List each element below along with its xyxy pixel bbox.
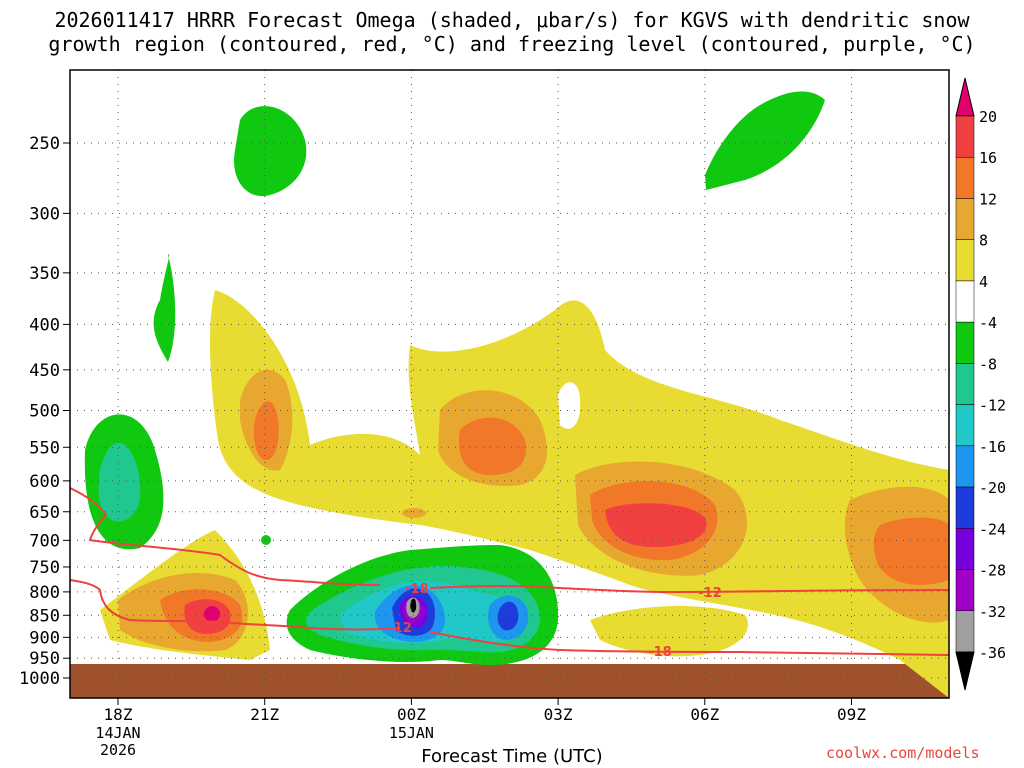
credit-text: coolwx.com/models (826, 744, 980, 762)
ytick-label-350: 350 (29, 264, 60, 284)
ytick-label-600: 600 (29, 472, 60, 492)
colorbar-label-6: -8 (979, 355, 997, 373)
ytick-label-950: 950 (29, 649, 60, 669)
colorbar-swatch-8 (955, 445, 975, 488)
ground-surface (70, 664, 949, 698)
ascent-darkblue-right (497, 601, 519, 631)
ytick-label-1000: 1000 (19, 669, 60, 689)
xtick-sublabel-0-0: 14JAN (95, 724, 140, 742)
y-axis: 2503003504004505005506006507007508008509… (19, 134, 70, 689)
ytick-label-450: 450 (29, 361, 60, 381)
contour-label-0: -18 (405, 582, 429, 597)
contour-label-2: -18 (648, 645, 672, 660)
ytick-label-300: 300 (29, 204, 60, 224)
colorbar-label-12: -32 (979, 603, 1006, 621)
colorbar-label-8: -16 (979, 438, 1006, 456)
xtick-label-2: 00Z (397, 705, 426, 724)
ytick-label-750: 750 (29, 558, 60, 578)
xtick-sublabel-0-1: 2026 (100, 741, 136, 759)
xtick-label-0: 18Z (104, 705, 133, 724)
plot-frame (69, 69, 950, 699)
colorbar-swatch-4 (955, 280, 975, 323)
colorbar-label-3: 8 (979, 232, 988, 250)
xtick-label-1: 21Z (250, 705, 279, 724)
upper-green-right (705, 91, 825, 190)
colorbar-label-13: -36 (979, 644, 1006, 662)
xtick-label-3: 03Z (544, 705, 573, 724)
xtick-sublabel-2-0: 15JAN (389, 724, 434, 742)
colorbar: 20 16 12 8 4 -4 -8 -12 -16 -20 -24 -28 -32 -36 (955, 77, 1006, 691)
colorbar-label-7: -12 (979, 397, 1006, 415)
colorbar-label-1: 16 (979, 149, 997, 167)
omega-shading (70, 91, 949, 698)
ytick-label-500: 500 (29, 402, 60, 422)
colorbar-label-4: 4 (979, 273, 988, 291)
ascent-black (410, 598, 417, 613)
ytick-label-700: 700 (29, 531, 60, 551)
xtick-label-4: 06Z (690, 705, 719, 724)
contour-minus18-left (70, 487, 381, 586)
red-core-1 (605, 503, 707, 548)
orange-core-4 (873, 517, 949, 585)
colorbar-swatch-10 (955, 528, 975, 570)
chart-title-line2: growth region (contoured, red, °C) and f… (48, 32, 976, 56)
ytick-label-800: 800 (29, 583, 60, 603)
left-teal-core (98, 442, 141, 522)
colorbar-label-10: -24 (979, 520, 1006, 538)
orange-core-2 (458, 417, 526, 475)
contour-minus12-right (429, 631, 949, 656)
colorbar-top-triangle (955, 77, 975, 117)
mid-green-streak (153, 254, 176, 362)
ytick-label-650: 650 (29, 503, 60, 523)
colorbar-label-9: -20 (979, 479, 1006, 497)
contour-label-3: -12 (388, 621, 412, 636)
colorbar-swatch-3 (955, 239, 975, 282)
colorbar-swatch-9 (955, 486, 975, 529)
upper-green-left (234, 106, 307, 197)
colorbar-swatch-11 (955, 569, 975, 612)
colorbar-swatch-12 (955, 610, 975, 653)
contour-minus12-left (70, 579, 401, 631)
colorbar-label-0: 20 (979, 108, 997, 126)
chart-title-line1: 2026011417 HRRR Forecast Omega (shaded, … (54, 8, 970, 32)
contour-lines (70, 487, 949, 656)
magenta-core (204, 606, 220, 622)
colorbar-swatch-7 (955, 404, 975, 447)
ytick-label-850: 850 (29, 606, 60, 626)
colorbar-swatch-5 (955, 321, 975, 364)
xtick-label-5: 09Z (837, 705, 866, 724)
colorbar-swatch-2 (955, 198, 975, 240)
contour-minus18-right (429, 585, 949, 594)
ytick-label-400: 400 (29, 315, 60, 335)
orange-core-1 (253, 401, 279, 461)
orange-dot (402, 508, 426, 518)
colorbar-label-5: -4 (979, 314, 997, 332)
colorbar-bottom-triangle (955, 651, 975, 691)
colorbar-swatch-1 (955, 156, 975, 199)
ytick-label-250: 250 (29, 134, 60, 154)
contour-labels: -18 -12 -18 -12 (388, 582, 722, 660)
white-hole (558, 382, 581, 429)
yellow-tail-right (590, 605, 748, 657)
colorbar-swatch-6 (955, 363, 975, 405)
contour-label-1: -12 (698, 586, 722, 601)
ytick-label-900: 900 (29, 628, 60, 648)
colorbar-label-2: 12 (979, 190, 997, 208)
ytick-label-550: 550 (29, 438, 60, 458)
colorbar-swatch-0 (955, 115, 975, 158)
x-axis-label: Forecast Time (UTC) (421, 746, 603, 767)
colorbar-label-11: -28 (979, 562, 1006, 580)
